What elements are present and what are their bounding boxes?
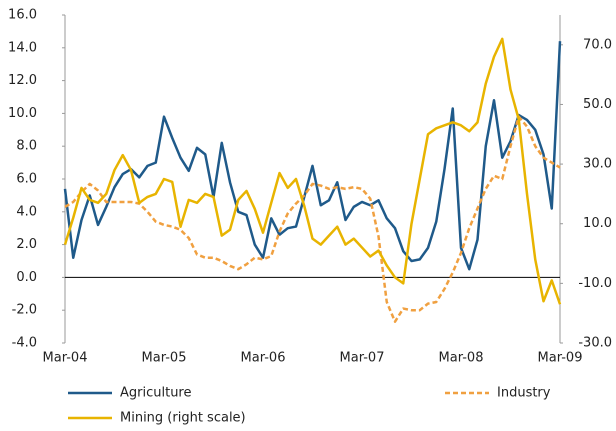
y2-tick-label: 30.0 [583,157,612,172]
y-tick-label: -4.0 [12,336,37,351]
y-tick-label: -2.0 [12,303,37,318]
x-tick-label: Mar-09 [538,351,583,366]
y-tick-label: 16.0 [8,8,37,23]
y2-tick-label: -10.0 [578,276,612,291]
x-tick-label: Mar-07 [340,351,385,366]
legend-label: Mining (right scale) [120,411,246,426]
y-tick-label: 6.0 [16,172,37,187]
x-tick-label: Mar-08 [439,351,484,366]
x-tick-label: Mar-05 [142,351,187,366]
y-tick-label: 12.0 [8,73,37,88]
y2-tick-label: -30.0 [578,336,612,351]
series-line [63,37,562,305]
y-tick-label: 14.0 [8,40,37,55]
y-tick-label: 8.0 [16,139,37,154]
legend-label: Agriculture [120,386,192,401]
y2-tick-label: 70.0 [583,37,612,52]
legend-label: Industry [497,386,551,401]
y2-tick-label: 10.0 [583,216,612,231]
y2-tick-label: 50.0 [583,97,612,112]
x-tick-label: Mar-04 [43,351,88,366]
x-tick-label: Mar-06 [241,351,286,366]
series-line [63,41,562,271]
series-line [64,115,561,323]
y-tick-label: 0.0 [16,270,37,285]
y-tick-label: 4.0 [16,204,37,219]
y-tick-label: 2.0 [16,237,37,252]
y-tick-label: 10.0 [8,106,37,121]
